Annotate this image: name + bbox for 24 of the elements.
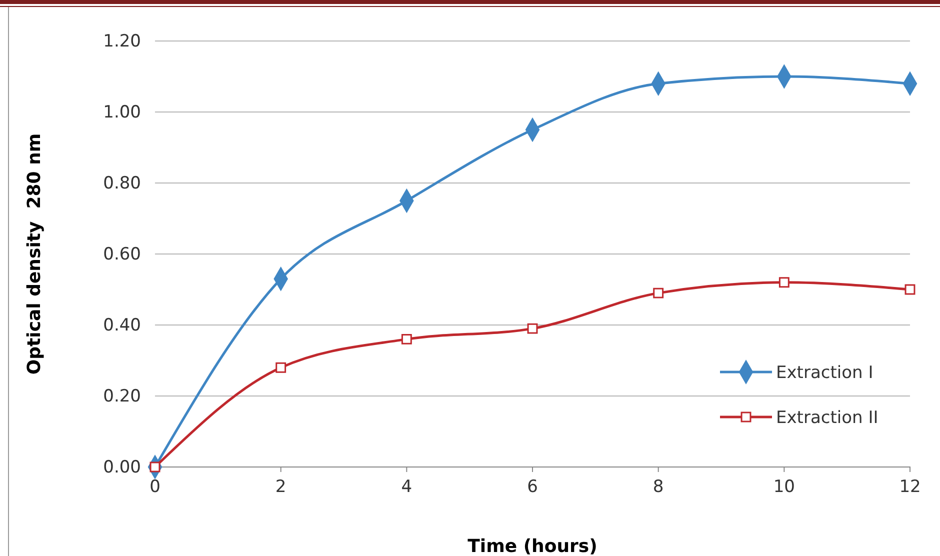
y-tick-label: 0.60 <box>103 244 141 264</box>
y-tick-label: 0.40 <box>103 315 141 336</box>
point <box>276 362 286 373</box>
y-tick-label: 0.80 <box>103 173 141 194</box>
x-tick-label: 2 <box>275 477 286 498</box>
legend-label: Extraction I <box>776 363 874 383</box>
point <box>401 334 412 344</box>
point <box>653 288 664 298</box>
y-tick-label: 0.20 <box>103 386 141 406</box>
x-tick-label: 0 <box>150 477 160 498</box>
x-tick-label: 4 <box>401 477 412 498</box>
y-axis-title: Optical density 280 nm <box>24 133 45 375</box>
y-tick-label: 0.00 <box>103 457 141 478</box>
point <box>778 277 790 288</box>
x-tick-label: 12 <box>899 477 921 498</box>
legend-label: Extraction II <box>776 408 878 428</box>
x-tick-label: 10 <box>773 477 795 498</box>
y-tick-label: 1.00 <box>103 102 141 122</box>
x-axis-title: Time (hours) <box>468 536 598 556</box>
y-tick-label: 1.20 <box>103 31 141 52</box>
point <box>904 284 916 295</box>
x-tick-label: 6 <box>527 477 538 498</box>
x-tick-label: 8 <box>652 477 664 498</box>
point <box>527 323 538 334</box>
